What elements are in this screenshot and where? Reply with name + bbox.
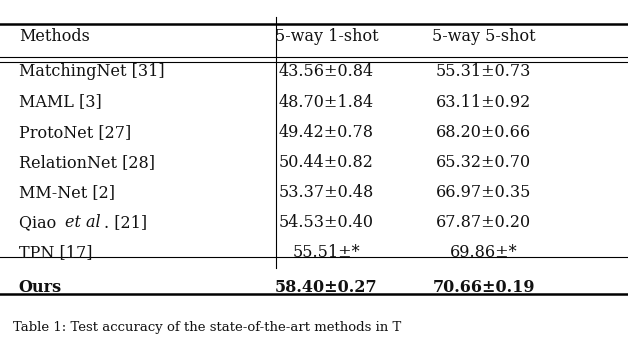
Text: 48.70±1.84: 48.70±1.84 (279, 93, 374, 110)
Text: 49.42±0.78: 49.42±0.78 (279, 124, 374, 141)
Text: Methods: Methods (19, 28, 90, 45)
Text: RelationNet [28]: RelationNet [28] (19, 154, 155, 171)
Text: 43.56±0.84: 43.56±0.84 (279, 63, 374, 80)
Text: MAML [3]: MAML [3] (19, 93, 102, 110)
Text: 58.40±0.27: 58.40±0.27 (275, 279, 378, 296)
Text: 68.20±0.66: 68.20±0.66 (436, 124, 531, 141)
Text: 67.87±0.20: 67.87±0.20 (436, 214, 531, 231)
Text: . [21]: . [21] (104, 214, 147, 231)
Text: 55.31±0.73: 55.31±0.73 (436, 63, 531, 80)
Text: 70.66±0.19: 70.66±0.19 (432, 279, 535, 296)
Text: 65.32±0.70: 65.32±0.70 (436, 154, 531, 171)
Text: 5-way 1-shot: 5-way 1-shot (274, 28, 379, 45)
Text: 50.44±0.82: 50.44±0.82 (279, 154, 374, 171)
Text: Table 1: Test accuracy of the state-of-the-art methods in T: Table 1: Test accuracy of the state-of-t… (13, 321, 401, 334)
Text: 5-way 5-shot: 5-way 5-shot (431, 28, 536, 45)
Text: MM-Net [2]: MM-Net [2] (19, 184, 115, 201)
Text: MatchingNet [31]: MatchingNet [31] (19, 63, 165, 80)
Text: 69.86±*: 69.86±* (450, 244, 517, 261)
Text: Ours: Ours (19, 279, 62, 296)
Text: 53.37±0.48: 53.37±0.48 (279, 184, 374, 201)
Text: 63.11±0.92: 63.11±0.92 (436, 93, 531, 110)
Text: ProtoNet [27]: ProtoNet [27] (19, 124, 131, 141)
Text: et al: et al (65, 214, 100, 231)
Text: 66.97±0.35: 66.97±0.35 (436, 184, 531, 201)
Text: TPN [17]: TPN [17] (19, 244, 92, 261)
Text: 54.53±0.40: 54.53±0.40 (279, 214, 374, 231)
Text: Qiao: Qiao (19, 214, 61, 231)
Text: 55.51±*: 55.51±* (293, 244, 360, 261)
